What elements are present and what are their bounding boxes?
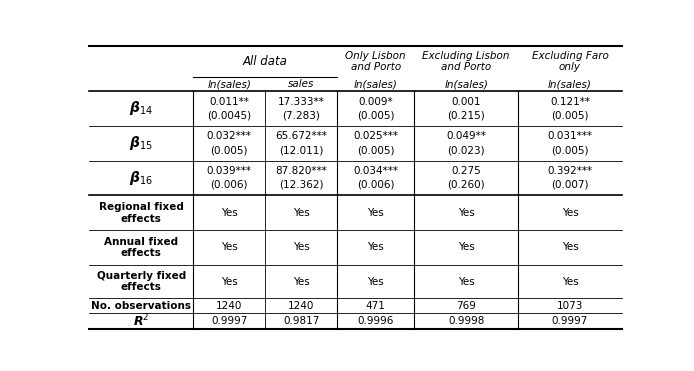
Text: 87.820***: 87.820*** (276, 166, 327, 176)
Text: Yes: Yes (367, 276, 384, 286)
Text: (7.283): (7.283) (282, 111, 320, 121)
Text: Yes: Yes (221, 243, 237, 252)
Text: Only Lisbon
and Porto: Only Lisbon and Porto (346, 51, 406, 72)
Text: 0.9998: 0.9998 (448, 316, 484, 326)
Text: Yes: Yes (458, 208, 475, 218)
Text: 0.9996: 0.9996 (357, 316, 393, 326)
Text: Yes: Yes (561, 243, 578, 252)
Text: Yes: Yes (458, 243, 475, 252)
Text: Yes: Yes (367, 243, 384, 252)
Text: Annual fixed
effects: Annual fixed effects (104, 237, 178, 258)
Text: (0.006): (0.006) (357, 180, 394, 190)
Text: 65.672***: 65.672*** (275, 131, 327, 141)
Text: 0.025***: 0.025*** (353, 131, 398, 141)
Text: (0.023): (0.023) (448, 145, 485, 155)
Text: $\boldsymbol{\beta}_{15}$: $\boldsymbol{\beta}_{15}$ (130, 134, 153, 152)
Text: Yes: Yes (221, 276, 237, 286)
Text: ln(sales): ln(sales) (444, 79, 488, 89)
Text: Excluding Faro
only: Excluding Faro only (532, 51, 609, 72)
Text: 0.392***: 0.392*** (548, 166, 593, 176)
Text: 0.9997: 0.9997 (552, 316, 589, 326)
Text: 0.049**: 0.049** (446, 131, 486, 141)
Text: 17.333**: 17.333** (278, 96, 325, 106)
Text: (0.005): (0.005) (357, 111, 394, 121)
Text: ln(sales): ln(sales) (208, 79, 251, 89)
Text: (0.215): (0.215) (448, 111, 485, 121)
Text: $\boldsymbol{\beta}_{16}$: $\boldsymbol{\beta}_{16}$ (129, 169, 153, 187)
Text: 0.009*: 0.009* (358, 96, 393, 106)
Text: Yes: Yes (293, 208, 310, 218)
Text: ln(sales): ln(sales) (548, 79, 592, 89)
Text: (0.005): (0.005) (357, 145, 394, 155)
Text: Regional fixed
effects: Regional fixed effects (99, 202, 184, 223)
Text: 0.011**: 0.011** (210, 96, 249, 106)
Text: 0.9997: 0.9997 (211, 316, 247, 326)
Text: (0.005): (0.005) (551, 111, 589, 121)
Text: 1240: 1240 (216, 301, 242, 311)
Text: (0.005): (0.005) (210, 145, 248, 155)
Text: (0.005): (0.005) (551, 145, 589, 155)
Text: Yes: Yes (458, 276, 475, 286)
Text: 0.034***: 0.034*** (353, 166, 398, 176)
Text: $\boldsymbol{\beta}_{14}$: $\boldsymbol{\beta}_{14}$ (129, 99, 153, 118)
Text: (0.006): (0.006) (210, 180, 248, 190)
Text: 0.121**: 0.121** (550, 96, 590, 106)
Text: (0.0045): (0.0045) (207, 111, 251, 121)
Text: Yes: Yes (561, 276, 578, 286)
Text: (12.011): (12.011) (279, 145, 323, 155)
Text: 471: 471 (366, 301, 386, 311)
Text: 0.001: 0.001 (451, 96, 481, 106)
Text: (12.362): (12.362) (279, 180, 323, 190)
Text: No. observations: No. observations (92, 301, 192, 311)
Text: (0.007): (0.007) (551, 180, 589, 190)
Text: Yes: Yes (221, 208, 237, 218)
Text: 0.039***: 0.039*** (207, 166, 252, 176)
Text: (0.260): (0.260) (448, 180, 485, 190)
Text: Yes: Yes (293, 243, 310, 252)
Text: $\boldsymbol{R}^{2}$: $\boldsymbol{R}^{2}$ (133, 313, 149, 329)
Text: All data: All data (243, 55, 287, 68)
Text: Quarterly fixed
effects: Quarterly fixed effects (96, 271, 186, 292)
Text: sales: sales (288, 79, 314, 89)
Text: ln(sales): ln(sales) (354, 79, 398, 89)
Text: Yes: Yes (561, 208, 578, 218)
Text: 0.275: 0.275 (451, 166, 481, 176)
Text: 1073: 1073 (557, 301, 583, 311)
Text: 1240: 1240 (288, 301, 314, 311)
Text: Excluding Lisbon
and Porto: Excluding Lisbon and Porto (423, 51, 510, 72)
Text: 0.9817: 0.9817 (283, 316, 319, 326)
Text: 0.031***: 0.031*** (548, 131, 593, 141)
Text: Yes: Yes (367, 208, 384, 218)
Text: 769: 769 (456, 301, 476, 311)
Text: Yes: Yes (293, 276, 310, 286)
Text: 0.032***: 0.032*** (207, 131, 252, 141)
